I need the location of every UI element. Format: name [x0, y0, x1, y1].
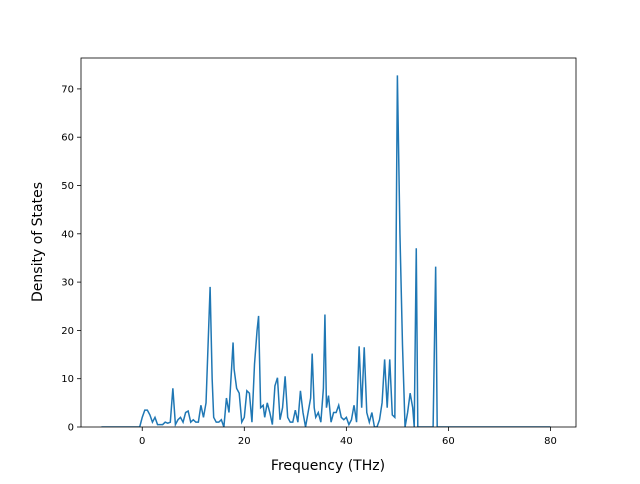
x-tick-label: 60: [442, 436, 455, 447]
plot-frame: [80, 57, 577, 428]
dos-line: [101, 75, 551, 427]
y-tick-label: 30: [61, 278, 74, 289]
x-axis-label: Frequency (THz): [271, 458, 385, 474]
y-tick-label: 40: [61, 229, 74, 240]
x-tick-label: 40: [340, 436, 353, 447]
y-tick-label: 20: [61, 326, 74, 337]
x-tick-label: 0: [139, 436, 145, 447]
y-tick-label: 10: [61, 374, 74, 385]
x-tick-label: 20: [238, 436, 251, 447]
y-tick-label: 60: [61, 133, 74, 144]
y-tick-label: 50: [61, 181, 74, 192]
y-tick-label: 70: [61, 84, 74, 95]
x-tick-label: 80: [544, 436, 557, 447]
y-tick-label: 0: [68, 423, 74, 434]
y-axis-label: Density of States: [30, 182, 46, 302]
